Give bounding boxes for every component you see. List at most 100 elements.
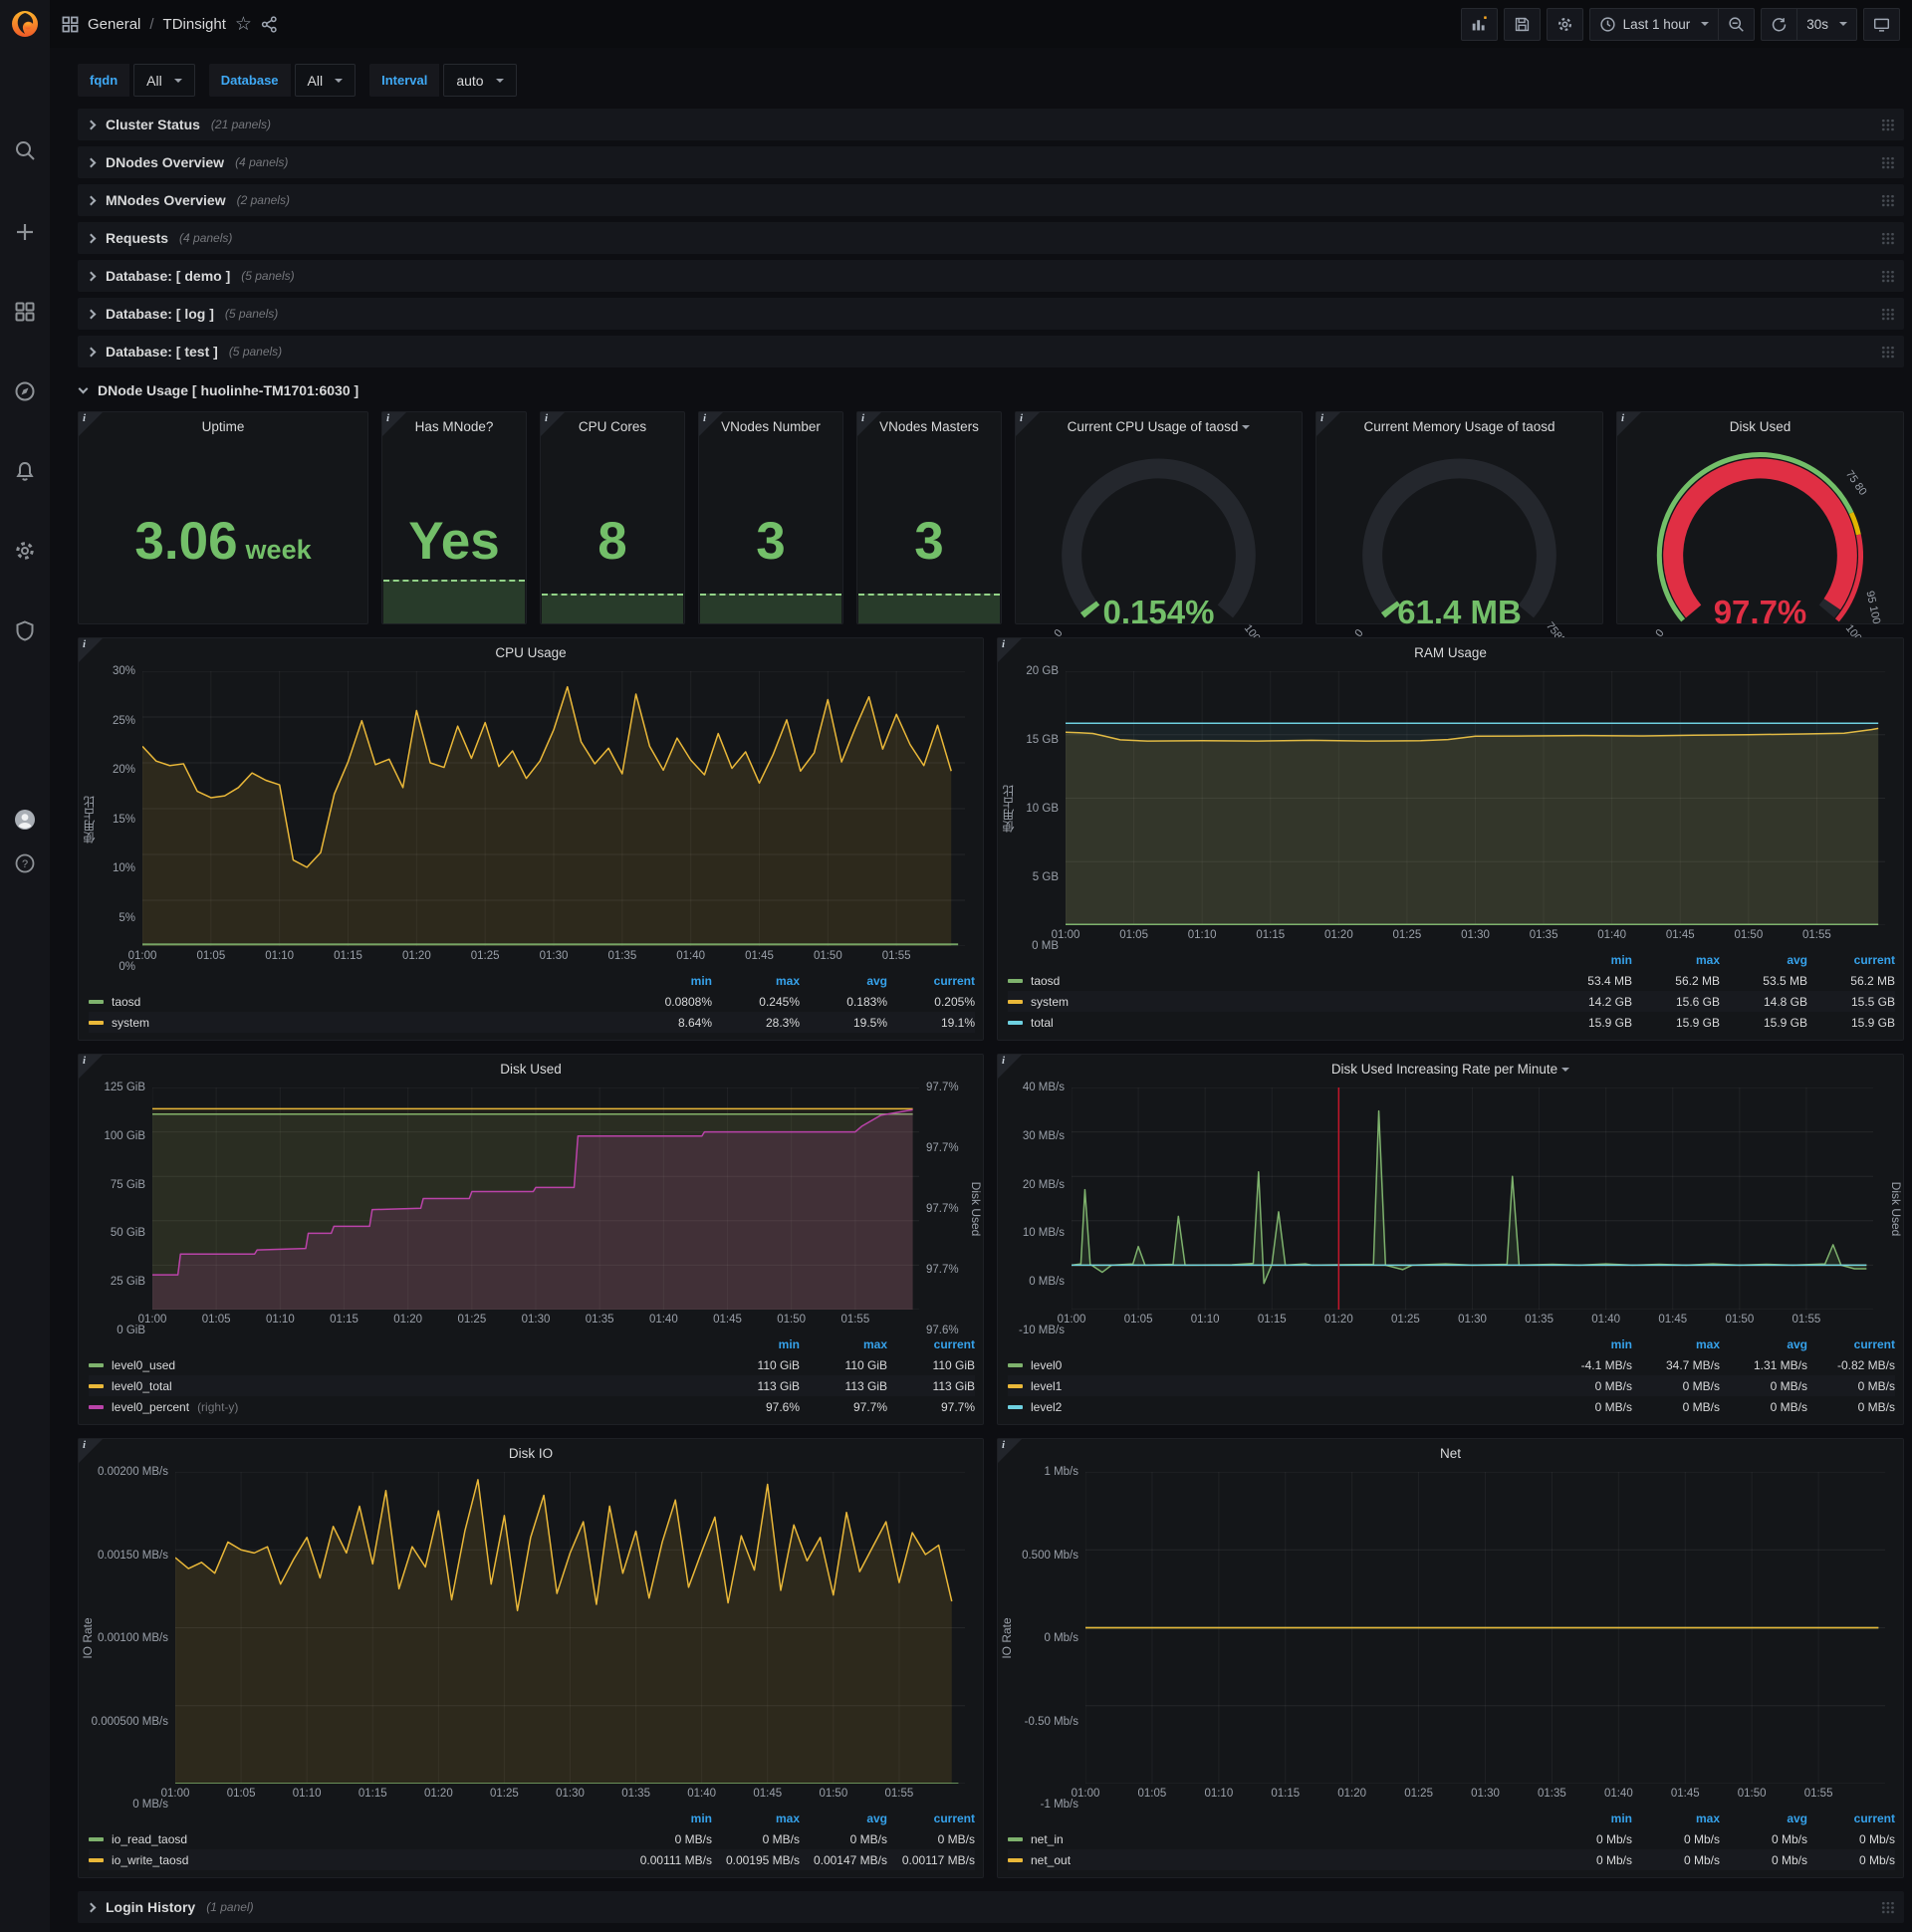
panel-title[interactable]: Current Memory Usage of taosd xyxy=(1363,419,1555,434)
legend-column-header[interactable]: min xyxy=(778,1336,800,1351)
grafana-logo-icon[interactable] xyxy=(9,8,41,40)
panel-title[interactable]: Has MNode? xyxy=(414,419,494,434)
legend-series-name[interactable]: level0_percent (right-y) xyxy=(89,1400,712,1414)
dashboards-icon[interactable] xyxy=(14,301,36,323)
drag-handle-icon[interactable] xyxy=(1881,156,1895,169)
panel-title[interactable]: Disk Used Increasing Rate per Minute xyxy=(998,1055,1903,1084)
legend-series-name[interactable]: system xyxy=(89,1016,624,1030)
legend-column-header[interactable]: avg xyxy=(866,1811,887,1825)
legend-column-header[interactable]: max xyxy=(862,1336,887,1351)
panel-info-corner[interactable]: i xyxy=(79,1439,103,1463)
add-panel-button[interactable] xyxy=(1460,7,1498,41)
legend-series-name[interactable]: level0 xyxy=(1008,1358,1545,1372)
breadcrumb-title[interactable]: TDinsight xyxy=(162,15,226,33)
legend-series-name[interactable]: level1 xyxy=(1008,1379,1545,1393)
legend-column-header[interactable]: max xyxy=(1695,1811,1720,1825)
refresh-interval-picker[interactable]: 30s xyxy=(1796,7,1857,41)
legend-column-header[interactable]: max xyxy=(1695,952,1720,967)
panel-info-corner[interactable]: i xyxy=(79,638,103,662)
panel-title[interactable]: Disk Used xyxy=(1729,419,1792,434)
legend-column-header[interactable]: current xyxy=(1853,952,1895,967)
panel-disk-io-chart[interactable]: i Disk IO IO Rate 0.00200 MB/s 0.00150 MB/s 0… xyxy=(78,1438,984,1878)
search-icon[interactable] xyxy=(14,139,36,161)
user-avatar[interactable] xyxy=(14,809,36,831)
panel-info-corner[interactable]: i xyxy=(79,412,103,436)
panel-current-cpu-usage-gauge[interactable]: i Current CPU Usage of taosd 0.154% 0 100 xyxy=(1015,411,1303,644)
legend-column-header[interactable]: avg xyxy=(1787,1336,1807,1351)
breadcrumb-folder[interactable]: General xyxy=(88,15,141,33)
legend-column-header[interactable]: min xyxy=(1610,1336,1632,1351)
help-icon[interactable]: ? xyxy=(14,852,36,874)
breadcrumb[interactable]: General / TDinsight ☆ xyxy=(62,15,278,34)
panel-net-chart[interactable]: i Net IO Rate 1 Mb/s 0.500 Mb/s 0 Mb/s -0.50 M… xyxy=(997,1438,1904,1878)
legend-column-header[interactable]: current xyxy=(1853,1336,1895,1351)
dashboard-row-requests[interactable]: Requests (4 panels) xyxy=(78,222,1904,254)
legend-series-name[interactable]: system xyxy=(1008,995,1545,1009)
configuration-gear-icon[interactable] xyxy=(14,540,36,562)
panel-info-corner[interactable]: i xyxy=(857,412,881,436)
panel-title[interactable]: RAM Usage xyxy=(1414,645,1487,660)
chart-plot-area[interactable] xyxy=(1085,1472,1885,1784)
chart-plot-area[interactable] xyxy=(1066,671,1885,925)
legend-series-name[interactable]: net_out xyxy=(1008,1853,1545,1867)
drag-handle-icon[interactable] xyxy=(1881,232,1895,245)
legend-column-header[interactable]: avg xyxy=(1787,1811,1807,1825)
legend-series-name[interactable]: taosd xyxy=(1008,974,1545,988)
panel-title[interactable]: Current CPU Usage of taosd xyxy=(1016,412,1302,441)
dashboard-row-database-demo[interactable]: Database: [ demo ] (5 panels) xyxy=(78,260,1904,292)
panel-cpu-usage-chart[interactable]: i CPU Usage 使用占比 30% 25% 20% 15% 10% 5% 0% 01:00 01… xyxy=(78,637,984,1041)
panel-info-corner[interactable]: i xyxy=(998,638,1022,662)
legend-series-name[interactable]: io_read_taosd xyxy=(89,1832,624,1846)
share-icon[interactable] xyxy=(261,15,278,33)
panel-disk-used-chart[interactable]: i Disk Used 125 GiB 100 GiB 75 GiB 50 GiB 25 G… xyxy=(78,1054,984,1425)
legend-column-header[interactable]: min xyxy=(690,1811,712,1825)
legend-series-name[interactable]: net_in xyxy=(1008,1832,1545,1846)
row-login-history[interactable]: Login History (1 panel) xyxy=(78,1891,1904,1923)
drag-handle-icon[interactable] xyxy=(1881,308,1895,321)
panel-info-corner[interactable]: i xyxy=(541,412,565,436)
kiosk-tv-button[interactable] xyxy=(1863,7,1900,41)
panel-info-corner[interactable]: i xyxy=(699,412,723,436)
panel-title[interactable]: VNodes Number xyxy=(721,419,821,434)
panel-info-corner[interactable]: i xyxy=(998,1439,1022,1463)
drag-handle-icon[interactable] xyxy=(1881,119,1895,131)
zoom-out-time-button[interactable] xyxy=(1718,7,1756,41)
panel-title[interactable]: CPU Cores xyxy=(578,419,647,434)
chart-plot-area[interactable] xyxy=(1072,1087,1873,1310)
panel-vnodes-masters[interactable]: i VNodes Masters 3 xyxy=(856,411,1002,624)
legend-column-header[interactable]: max xyxy=(775,973,800,988)
time-range-picker[interactable]: Last 1 hour xyxy=(1588,7,1719,41)
variable-value-dropdown[interactable]: All xyxy=(133,64,195,97)
chart-plot-area[interactable] xyxy=(152,1087,919,1310)
panel-has-mnode[interactable]: i Has MNode? Yes xyxy=(381,411,527,624)
legend-series-name[interactable]: io_write_taosd xyxy=(89,1853,624,1867)
save-dashboard-button[interactable] xyxy=(1503,7,1541,41)
dashboard-row-mnodes-overview[interactable]: MNodes Overview (2 panels) xyxy=(78,184,1904,216)
legend-column-header[interactable]: avg xyxy=(866,973,887,988)
legend-column-header[interactable]: current xyxy=(933,1811,975,1825)
panel-info-corner[interactable]: i xyxy=(1617,412,1641,436)
legend-series-name[interactable]: taosd xyxy=(89,995,624,1009)
server-admin-shield-icon[interactable] xyxy=(14,619,36,641)
legend-column-header[interactable]: min xyxy=(690,973,712,988)
panel-title[interactable]: VNodes Masters xyxy=(879,419,979,434)
panel-ram-usage-chart[interactable]: i RAM Usage 使用占比 20 GB 15 GB 10 GB 5 GB 0 MB 01:… xyxy=(997,637,1904,1041)
panel-title[interactable]: Net xyxy=(1439,1446,1461,1461)
alerting-bell-icon[interactable] xyxy=(14,460,36,482)
legend-series-name[interactable]: level0_total xyxy=(89,1379,712,1393)
explore-compass-icon[interactable] xyxy=(14,380,36,402)
dashboard-row-database-log[interactable]: Database: [ log ] (5 panels) xyxy=(78,298,1904,330)
dashboard-settings-button[interactable] xyxy=(1546,7,1583,41)
drag-handle-icon[interactable] xyxy=(1881,346,1895,359)
dashboard-row-dnodes-overview[interactable]: DNodes Overview (4 panels) xyxy=(78,146,1904,178)
row-dnode-usage[interactable]: DNode Usage [ huolinhe-TM1701:6030 ] xyxy=(78,373,1904,407)
panel-vnodes-number[interactable]: i VNodes Number 3 xyxy=(698,411,843,624)
drag-handle-icon[interactable] xyxy=(1881,1901,1895,1914)
legend-column-header[interactable]: min xyxy=(1610,1811,1632,1825)
refresh-button[interactable] xyxy=(1761,7,1797,41)
legend-column-header[interactable]: max xyxy=(1695,1336,1720,1351)
legend-series-name[interactable]: total xyxy=(1008,1016,1545,1030)
legend-column-header[interactable]: current xyxy=(933,973,975,988)
legend-column-header[interactable]: current xyxy=(933,1336,975,1351)
panel-title[interactable]: Disk Used xyxy=(500,1062,562,1077)
